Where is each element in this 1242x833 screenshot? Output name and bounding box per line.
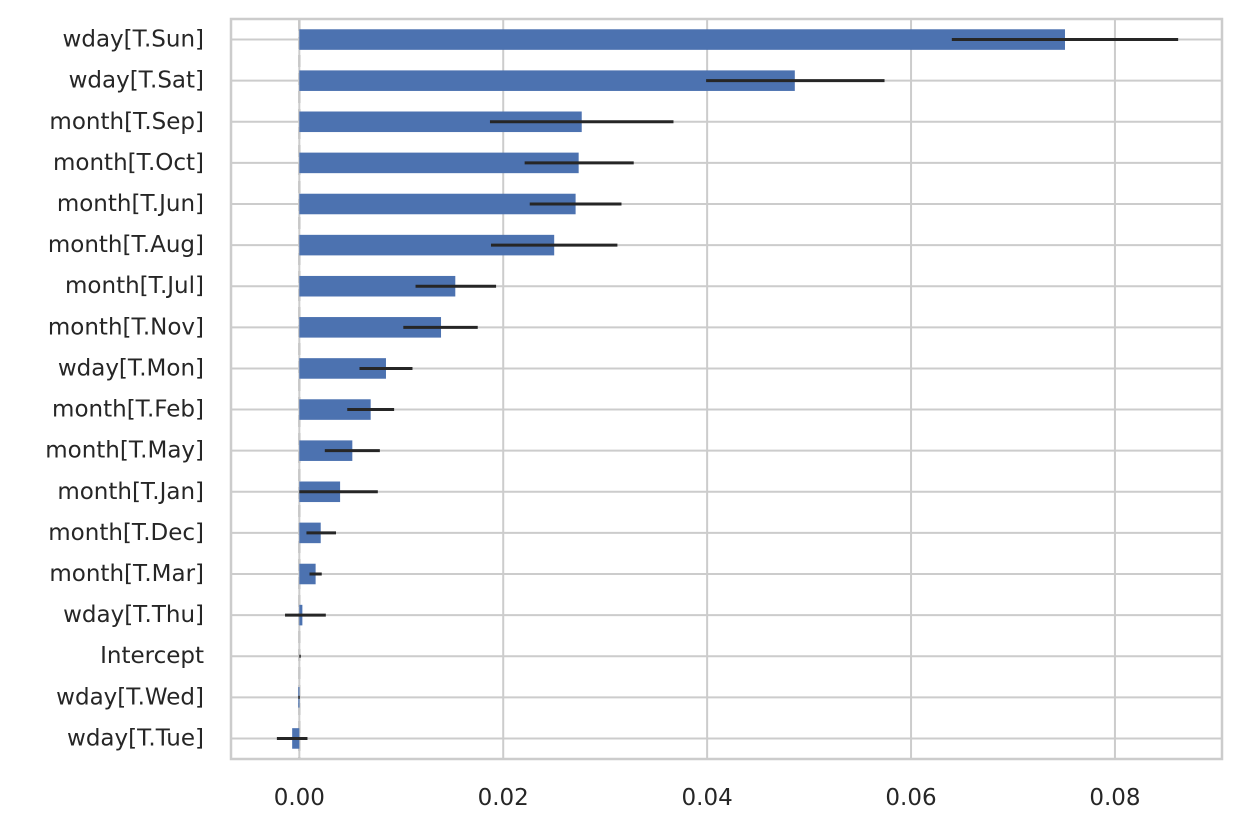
category-label: Intercept (100, 643, 204, 669)
bar-wday[T.Sun] (299, 29, 1065, 50)
category-label: wday[T.Tue] (67, 725, 204, 751)
category-label: month[T.Aug] (48, 232, 204, 258)
category-label: month[T.Feb] (52, 397, 204, 423)
category-label: month[T.Oct] (53, 150, 204, 176)
bar-month[T.Jun] (299, 193, 576, 215)
bar-month[T.Mar] (299, 563, 316, 585)
category-label: month[T.Nov] (48, 314, 204, 340)
bars (292, 29, 1065, 749)
bar-month[T.Nov] (299, 317, 442, 338)
category-label: month[T.Jul] (65, 273, 204, 299)
plot-frame (229, 17, 1224, 761)
category-label: month[T.May] (45, 438, 204, 464)
bar-month[T.Feb] (299, 399, 371, 420)
category-label: month[T.Sep] (49, 109, 204, 135)
category-labels: wday[T.Sun] wday[T.Sat] month[T.Sep] month[… (45, 27, 204, 752)
category-label: month[T.Jun] (57, 191, 204, 217)
x-tick-label: 0.04 (682, 785, 733, 811)
category-label: wday[T.Sun] (63, 27, 204, 53)
x-tick-label: 0.08 (1089, 785, 1140, 811)
bar-month[T.Aug] (299, 234, 555, 256)
category-label: wday[T.Sat] (69, 68, 204, 94)
x-tick-label: 0.02 (478, 785, 529, 811)
x-tick-labels: 0.00 0.02 0.04 0.06 0.08 (274, 785, 1141, 811)
error-bars (276, 38, 1179, 740)
category-label: wday[T.Thu] (63, 602, 204, 628)
category-label: wday[T.Wed] (56, 684, 204, 710)
x-tick-label: 0.00 (274, 785, 325, 811)
bar-month[T.Jul] (299, 275, 456, 297)
bar-month[T.Sep] (299, 111, 582, 133)
category-label: month[T.Jan] (57, 479, 204, 505)
bar-wday[T.Mon] (299, 358, 386, 379)
category-label: month[T.Mar] (49, 561, 204, 587)
bar-wday[T.Sat] (299, 70, 795, 91)
category-label: wday[T.Mon] (58, 355, 204, 381)
x-tick-label: 0.06 (885, 785, 936, 811)
bar-month[T.Oct] (299, 152, 579, 174)
category-label: month[T.Dec] (48, 520, 204, 546)
